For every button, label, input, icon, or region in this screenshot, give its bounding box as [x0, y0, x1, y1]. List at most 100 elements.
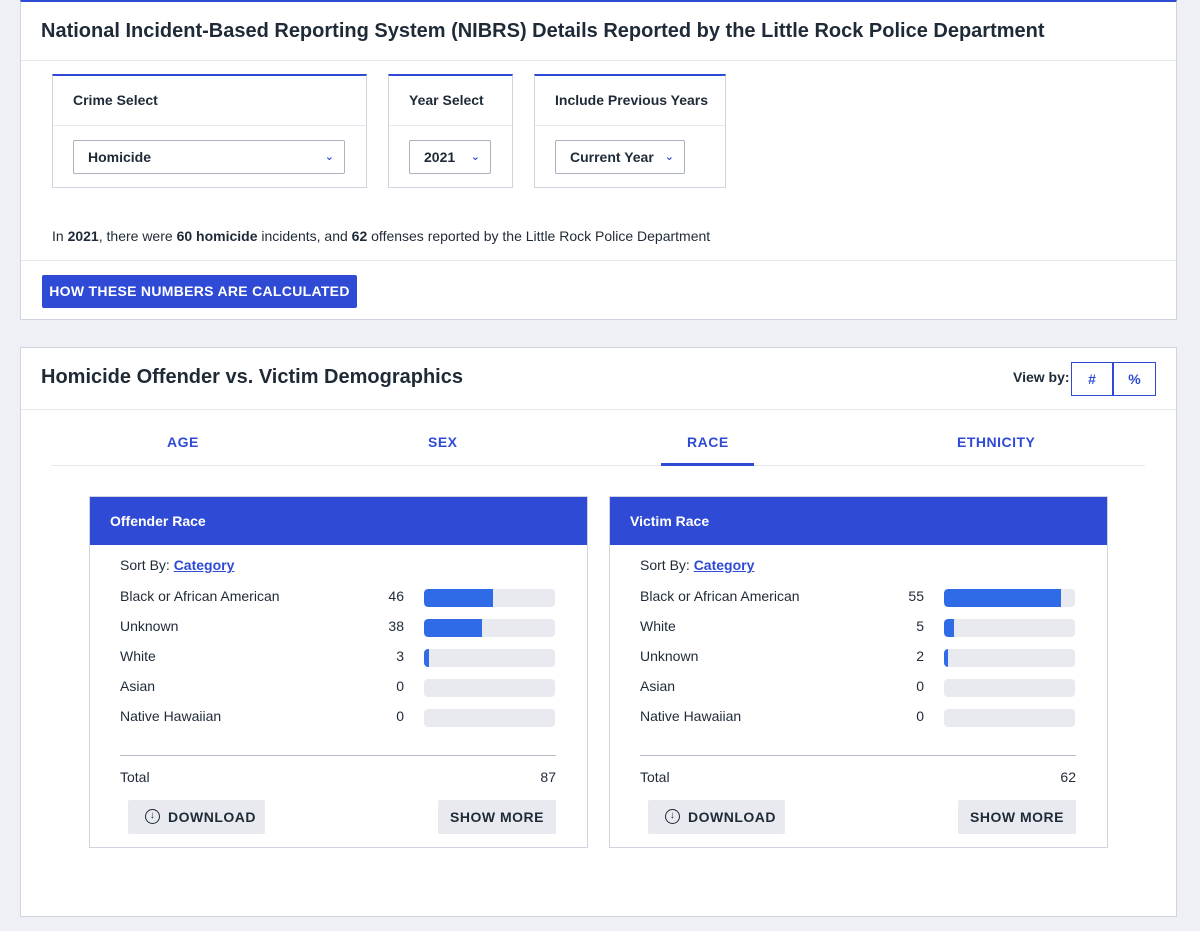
- race-count: 38: [388, 618, 404, 634]
- race-bar-fill: [424, 649, 429, 667]
- summary-incidents: 60: [176, 228, 193, 244]
- race-row: White 3: [120, 648, 556, 668]
- race-bar-fill: [424, 619, 482, 637]
- divider: [21, 60, 1176, 61]
- race-count: 0: [396, 678, 404, 694]
- race-row: Native Hawaiian 0: [640, 708, 1076, 728]
- race-label: White: [640, 618, 676, 634]
- tab-ethnicity[interactable]: ETHNICITY: [957, 434, 1036, 450]
- summary-prefix: In: [52, 228, 68, 244]
- race-label: Unknown: [640, 648, 699, 664]
- total-value: 62: [1060, 769, 1076, 785]
- demographics-title: Homicide Offender vs. Victim Demographic…: [41, 366, 463, 388]
- view-by-number-button[interactable]: #: [1071, 362, 1113, 396]
- victim-sort-by: Sort By: Category: [640, 557, 754, 573]
- show-more-button[interactable]: SHOW MORE: [958, 800, 1076, 834]
- race-row: Native Hawaiian 0: [120, 708, 556, 728]
- page-title: National Incident-Based Reporting System…: [41, 20, 1045, 42]
- previous-years-dropdown[interactable]: Current Year ⌄: [555, 140, 685, 174]
- crime-select-value: Homicide: [88, 149, 152, 165]
- tab-sex[interactable]: SEX: [428, 434, 458, 450]
- offender-sort-by: Sort By: Category: [120, 557, 234, 573]
- race-label: Black or African American: [120, 588, 280, 604]
- download-button[interactable]: ↓ DOWNLOAD: [648, 800, 785, 834]
- divider: [640, 755, 1076, 756]
- year-select-label: Year Select: [409, 92, 484, 108]
- race-count: 0: [396, 708, 404, 724]
- sort-by-category-link[interactable]: Category: [173, 557, 235, 573]
- sort-by-label: Sort By:: [120, 557, 170, 573]
- demographics-card: Homicide Offender vs. Victim Demographic…: [20, 347, 1177, 917]
- crime-select-dropdown[interactable]: Homicide ⌄: [73, 140, 345, 174]
- download-label: DOWNLOAD: [168, 809, 256, 825]
- race-bar-fill: [944, 619, 955, 637]
- race-row: Unknown 38: [120, 618, 556, 638]
- race-label: Native Hawaiian: [640, 708, 742, 724]
- chevron-down-icon: ⌄: [324, 151, 334, 163]
- download-label: DOWNLOAD: [688, 809, 776, 825]
- divider: [535, 125, 725, 126]
- previous-years-value: Current Year: [570, 149, 654, 165]
- divider: [53, 125, 366, 126]
- download-button[interactable]: ↓ DOWNLOAD: [128, 800, 265, 834]
- race-bar-fill: [944, 589, 1061, 607]
- view-by-label: View by:: [1013, 369, 1070, 385]
- total-label: Total: [640, 769, 670, 785]
- race-bar-fill: [424, 589, 494, 607]
- race-count: 0: [916, 708, 924, 724]
- summary-text: In 2021, there were 60 homicide incident…: [52, 228, 710, 244]
- race-bar-track: [424, 619, 555, 637]
- race-count: 46: [388, 588, 404, 604]
- race-bar-track: [944, 619, 1075, 637]
- race-label: Asian: [120, 678, 156, 694]
- previous-years-box: Include Previous Years Current Year ⌄: [534, 74, 726, 188]
- victim-race-title: Victim Race: [610, 497, 1107, 545]
- tab-race[interactable]: RACE: [687, 434, 729, 450]
- race-row: Black or African American 55: [640, 588, 1076, 608]
- demographic-tabs: AGE SEX RACE ETHNICITY: [51, 426, 1145, 466]
- race-bar-track: [424, 679, 555, 697]
- race-count: 5: [916, 618, 924, 634]
- summary-suffix: offenses reported by the Little Rock Pol…: [367, 228, 711, 244]
- divider: [120, 755, 556, 756]
- summary-year: 2021: [67, 228, 99, 244]
- view-by-percent-button[interactable]: %: [1113, 362, 1156, 396]
- race-label: Black or African American: [640, 588, 800, 604]
- year-select-box: Year Select 2021 ⌄: [388, 74, 513, 188]
- nibrs-details-card: National Incident-Based Reporting System…: [20, 0, 1177, 320]
- divider: [21, 409, 1176, 410]
- chevron-down-icon: ⌄: [470, 151, 480, 163]
- divider: [21, 260, 1176, 261]
- total-label: Total: [120, 769, 150, 785]
- race-count: 3: [396, 648, 404, 664]
- sort-by-category-link[interactable]: Category: [693, 557, 755, 573]
- active-tab-indicator: [661, 463, 754, 466]
- offender-race-title: Offender Race: [90, 497, 587, 545]
- offender-race-panel: Offender Race Sort By: Category Black or…: [89, 496, 588, 848]
- crime-select-label: Crime Select: [73, 92, 158, 108]
- total-value: 87: [540, 769, 556, 785]
- summary-crime: homicide: [196, 228, 258, 244]
- race-bar-track: [424, 589, 555, 607]
- previous-years-label: Include Previous Years: [555, 92, 709, 108]
- crime-select-box: Crime Select Homicide ⌄: [52, 74, 367, 188]
- race-row: Asian 0: [120, 678, 556, 698]
- race-row: Black or African American 46: [120, 588, 556, 608]
- how-numbers-calculated-button[interactable]: HOW THESE NUMBERS ARE CALCULATED: [42, 275, 357, 308]
- race-bar-track: [944, 679, 1075, 697]
- race-count: 2: [916, 648, 924, 664]
- race-bar-track: [944, 709, 1075, 727]
- race-label: Native Hawaiian: [120, 708, 222, 724]
- race-label: Unknown: [120, 618, 179, 634]
- summary-offenses: 62: [351, 228, 368, 244]
- show-more-button[interactable]: SHOW MORE: [438, 800, 556, 834]
- race-label: White: [120, 648, 156, 664]
- race-bar-track: [944, 649, 1075, 667]
- race-bar-track: [424, 709, 555, 727]
- race-bar-fill: [944, 649, 949, 667]
- victim-race-panel: Victim Race Sort By: Category Black or A…: [609, 496, 1108, 848]
- race-row: Asian 0: [640, 678, 1076, 698]
- year-select-dropdown[interactable]: 2021 ⌄: [409, 140, 491, 174]
- tab-age[interactable]: AGE: [167, 434, 199, 450]
- race-row: Unknown 2: [640, 648, 1076, 668]
